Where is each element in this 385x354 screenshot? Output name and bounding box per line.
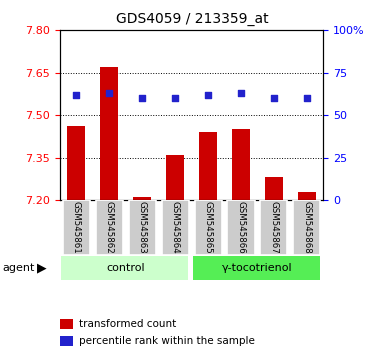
Point <box>139 95 145 101</box>
Bar <box>100 67 118 200</box>
Bar <box>67 126 85 200</box>
Bar <box>63 200 90 255</box>
Bar <box>166 155 184 200</box>
Text: percentile rank within the sample: percentile rank within the sample <box>79 336 255 346</box>
Bar <box>293 200 320 255</box>
Text: GSM545863: GSM545863 <box>137 201 147 254</box>
Bar <box>61 256 188 280</box>
Text: GSM545867: GSM545867 <box>270 201 278 254</box>
Bar <box>260 200 288 255</box>
Bar <box>265 177 283 200</box>
Bar <box>298 192 316 200</box>
Point <box>205 92 211 97</box>
Bar <box>60 336 73 346</box>
Point <box>106 90 112 96</box>
Text: GSM545868: GSM545868 <box>302 201 311 254</box>
Text: agent: agent <box>2 263 34 273</box>
Bar <box>162 200 189 255</box>
Text: GSM545865: GSM545865 <box>204 201 213 254</box>
Text: GSM545862: GSM545862 <box>105 201 114 254</box>
Point <box>304 95 310 101</box>
Bar <box>95 200 123 255</box>
Point <box>73 92 79 97</box>
Text: GSM545864: GSM545864 <box>171 201 179 254</box>
Bar <box>228 200 254 255</box>
Bar <box>193 256 320 280</box>
Bar <box>133 197 151 200</box>
Text: GSM545861: GSM545861 <box>72 201 81 254</box>
Text: transformed count: transformed count <box>79 319 177 329</box>
Text: ▶: ▶ <box>37 262 46 275</box>
Point <box>172 95 178 101</box>
Point <box>238 90 244 96</box>
Point <box>271 95 277 101</box>
Bar <box>129 200 156 255</box>
Bar <box>194 200 221 255</box>
Bar <box>60 319 73 329</box>
Text: GSM545866: GSM545866 <box>236 201 246 254</box>
Text: γ-tocotrienol: γ-tocotrienol <box>222 263 293 273</box>
Text: GDS4059 / 213359_at: GDS4059 / 213359_at <box>116 12 269 27</box>
Bar <box>232 129 250 200</box>
Text: control: control <box>106 263 145 273</box>
Bar <box>199 132 217 200</box>
